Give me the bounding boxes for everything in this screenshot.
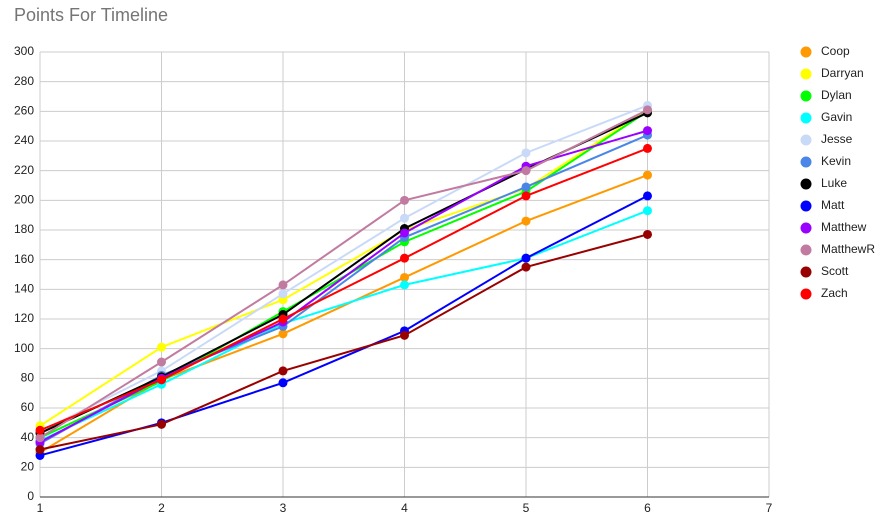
data-point bbox=[35, 445, 45, 455]
data-point bbox=[278, 314, 288, 324]
series-line bbox=[39, 209, 648, 442]
series-line bbox=[39, 109, 649, 427]
y-tick-label: 140 bbox=[14, 282, 34, 296]
legend-marker bbox=[800, 288, 812, 300]
y-tick-label: 280 bbox=[14, 74, 34, 88]
x-tick-label: 4 bbox=[401, 501, 408, 515]
data-point bbox=[521, 262, 531, 272]
legend-marker bbox=[800, 112, 812, 124]
legend-label: Coop bbox=[821, 44, 850, 58]
data-point bbox=[521, 182, 531, 192]
series-line bbox=[39, 147, 648, 432]
data-point bbox=[278, 280, 288, 290]
data-point bbox=[400, 330, 409, 340]
y-tick-label: 260 bbox=[14, 104, 34, 118]
data-point bbox=[157, 342, 166, 352]
series-line bbox=[39, 110, 649, 439]
x-tick-label: 3 bbox=[280, 501, 287, 515]
data-point bbox=[643, 206, 652, 216]
data-point bbox=[278, 289, 288, 299]
legend-marker bbox=[800, 156, 812, 168]
y-tick-label: 160 bbox=[14, 252, 34, 266]
data-point bbox=[521, 166, 531, 176]
data-point bbox=[521, 253, 531, 263]
legend-label: MatthewR bbox=[821, 242, 875, 256]
legend-label: Jesse bbox=[821, 132, 853, 146]
y-tick-label: 0 bbox=[27, 489, 34, 503]
y-tick-label: 240 bbox=[14, 133, 34, 147]
legend-marker bbox=[800, 90, 812, 102]
legend-marker bbox=[800, 134, 812, 146]
data-point bbox=[157, 419, 166, 429]
y-tick-label: 120 bbox=[14, 311, 34, 325]
data-point bbox=[643, 143, 652, 153]
data-point bbox=[400, 228, 409, 238]
legend-label: Darryan bbox=[821, 66, 864, 80]
legend-label: Matt bbox=[821, 198, 845, 212]
legend-marker bbox=[800, 68, 812, 80]
y-tick-label: 180 bbox=[14, 222, 34, 236]
x-tick-label: 2 bbox=[158, 501, 165, 515]
data-point bbox=[643, 170, 652, 180]
data-point bbox=[157, 375, 166, 385]
x-tick-label: 5 bbox=[523, 501, 530, 515]
y-tick-label: 200 bbox=[14, 193, 34, 207]
legend-label: Matthew bbox=[821, 220, 867, 234]
series-line bbox=[39, 194, 648, 457]
data-point bbox=[521, 216, 531, 226]
y-tick-label: 220 bbox=[14, 163, 34, 177]
legend-marker bbox=[800, 266, 812, 278]
data-point bbox=[400, 213, 409, 223]
series-line bbox=[39, 129, 648, 444]
y-tick-label: 60 bbox=[21, 400, 35, 414]
data-point bbox=[643, 126, 652, 136]
legend-marker bbox=[800, 244, 812, 256]
data-point bbox=[400, 253, 409, 263]
data-point bbox=[400, 272, 409, 282]
legend-marker bbox=[800, 222, 812, 234]
legend-label: Luke bbox=[821, 176, 847, 190]
data-point bbox=[278, 366, 288, 376]
legend-label: Gavin bbox=[821, 110, 852, 124]
chart-title: Points For Timeline bbox=[14, 5, 168, 25]
data-point bbox=[643, 229, 652, 239]
data-point bbox=[278, 378, 288, 388]
data-point bbox=[157, 357, 166, 367]
series-line bbox=[39, 108, 648, 439]
series-line bbox=[39, 233, 648, 451]
data-point bbox=[35, 433, 45, 443]
data-point bbox=[400, 280, 409, 290]
data-point bbox=[400, 195, 409, 205]
legend-marker bbox=[800, 46, 812, 58]
legend-marker bbox=[800, 200, 812, 212]
series-line bbox=[39, 104, 648, 433]
y-tick-label: 100 bbox=[14, 341, 34, 355]
data-point bbox=[278, 329, 288, 339]
data-point bbox=[643, 105, 652, 115]
legend-marker bbox=[800, 178, 812, 190]
data-point bbox=[35, 425, 45, 435]
x-tick-label: 1 bbox=[37, 501, 44, 515]
series-line bbox=[39, 174, 648, 454]
legend-label: Dylan bbox=[821, 88, 852, 102]
legend-label: Scott bbox=[821, 264, 849, 278]
legend-label: Zach bbox=[821, 286, 848, 300]
data-point bbox=[643, 191, 652, 201]
legend-label: Kevin bbox=[821, 154, 851, 168]
x-tick-label: 6 bbox=[644, 501, 651, 515]
data-point bbox=[521, 191, 531, 201]
data-point bbox=[521, 148, 531, 158]
y-tick-label: 20 bbox=[21, 460, 35, 474]
x-tick-label: 7 bbox=[766, 501, 773, 515]
y-tick-label: 300 bbox=[14, 44, 34, 58]
y-tick-label: 80 bbox=[21, 371, 35, 385]
y-tick-label: 40 bbox=[21, 430, 35, 444]
